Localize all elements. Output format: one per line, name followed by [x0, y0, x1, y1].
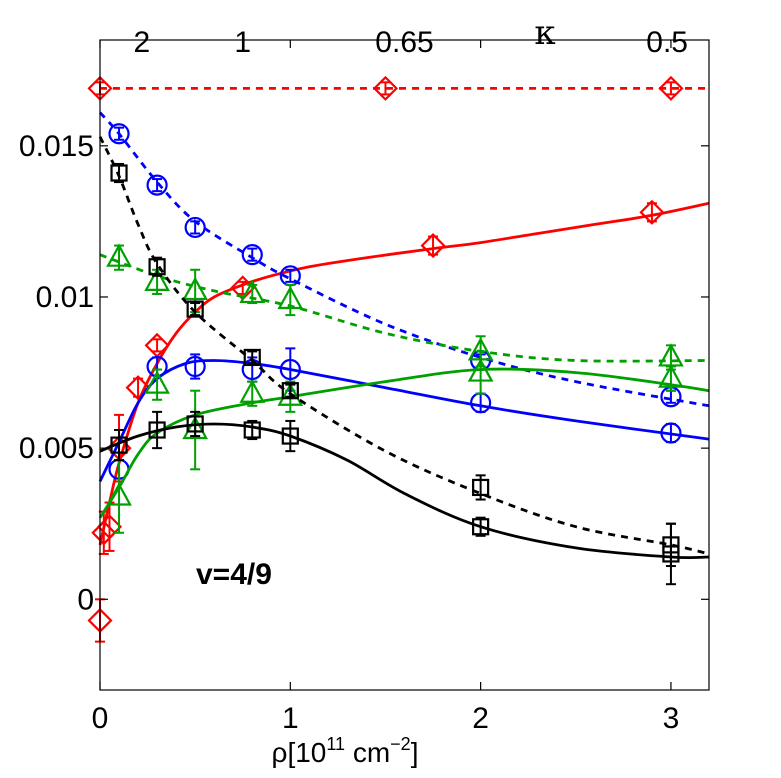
data-point-square [148, 258, 166, 276]
data-point-diamond [658, 75, 684, 101]
data-point-triangle [144, 370, 170, 394]
top-axis-label: κ [534, 13, 555, 53]
x-axis-label-exponent-2: −2 [390, 734, 411, 754]
data-point-triangle [182, 276, 209, 301]
data-point-triangle [182, 415, 209, 440]
series-line-black-dashed [98, 136, 710, 556]
x-axis-label-unit: cm [345, 737, 390, 768]
data-point-square [281, 382, 299, 400]
data-point-triangle [106, 243, 132, 267]
data-point-square [110, 436, 128, 454]
x-axis-label-exponent-1: 11 [326, 734, 345, 754]
y-tick-label: 0 [77, 583, 94, 616]
series-line-black-solid [99, 422, 710, 560]
axes-box [99, 39, 710, 691]
data-point-diamond [639, 199, 665, 225]
data-point-diamond [125, 375, 151, 401]
data-point-circle [146, 174, 168, 196]
data-point-circle [184, 216, 206, 239]
plot-area [87, 75, 710, 643]
x-tick-label: 3 [663, 702, 680, 735]
data-point-square [243, 348, 261, 367]
top-tick-label: 1 [234, 26, 251, 59]
data-point-square [110, 164, 128, 182]
y-tick-label: 0.01 [36, 281, 94, 314]
data-point-square [243, 421, 261, 439]
x-axis-label-end: ] [411, 737, 419, 768]
data-point-diamond [91, 520, 117, 546]
data-point-square [148, 421, 166, 439]
data-point-square [472, 518, 490, 536]
x-tick-label: 0 [92, 702, 109, 735]
data-point-triangle [467, 358, 494, 382]
x-axis-label-main: ρ[10 [272, 737, 327, 768]
data-point-triangle [239, 279, 266, 304]
top-tick-label: 0.5 [646, 26, 688, 59]
data-point-diamond [96, 514, 123, 540]
data-point-circle [108, 123, 130, 145]
axis-ticks: 0 1 2 3 0 0.005 0.01 0.015 2 1 0.65 0.5 [19, 26, 709, 735]
data-point-circle [279, 358, 301, 381]
data-point-circle [241, 244, 263, 266]
annotation-filling-factor: v=4/9 [196, 558, 272, 591]
y-tick-label: 0.005 [19, 432, 94, 465]
data-point-square [186, 300, 204, 318]
data-point-triangle [239, 379, 266, 403]
top-tick-label: 2 [134, 26, 151, 59]
series-line-blue-dashed [98, 111, 710, 408]
data-point-circle [660, 422, 682, 444]
data-point-triangle [277, 285, 304, 310]
data-point-triangle [658, 364, 684, 388]
data-point-square [186, 415, 204, 433]
data-point-diamond [372, 75, 399, 101]
series-line-green-dashed [99, 253, 710, 363]
x-axis-label: ρ[1011 cm−2] [272, 734, 419, 768]
data-point-square [662, 545, 680, 563]
y-tick-label: 0.015 [19, 130, 94, 163]
x-tick-label: 2 [472, 702, 489, 735]
data-point-diamond [420, 233, 446, 259]
data-point-square [472, 478, 490, 497]
data-point-square [281, 427, 299, 445]
data-point-triangle [277, 382, 304, 406]
x-tick-label: 1 [282, 702, 299, 735]
data-point-circle [184, 355, 206, 378]
top-tick-label: 0.65 [375, 26, 433, 59]
data-point-triangle [106, 482, 132, 506]
data-point-triangle [144, 267, 170, 291]
